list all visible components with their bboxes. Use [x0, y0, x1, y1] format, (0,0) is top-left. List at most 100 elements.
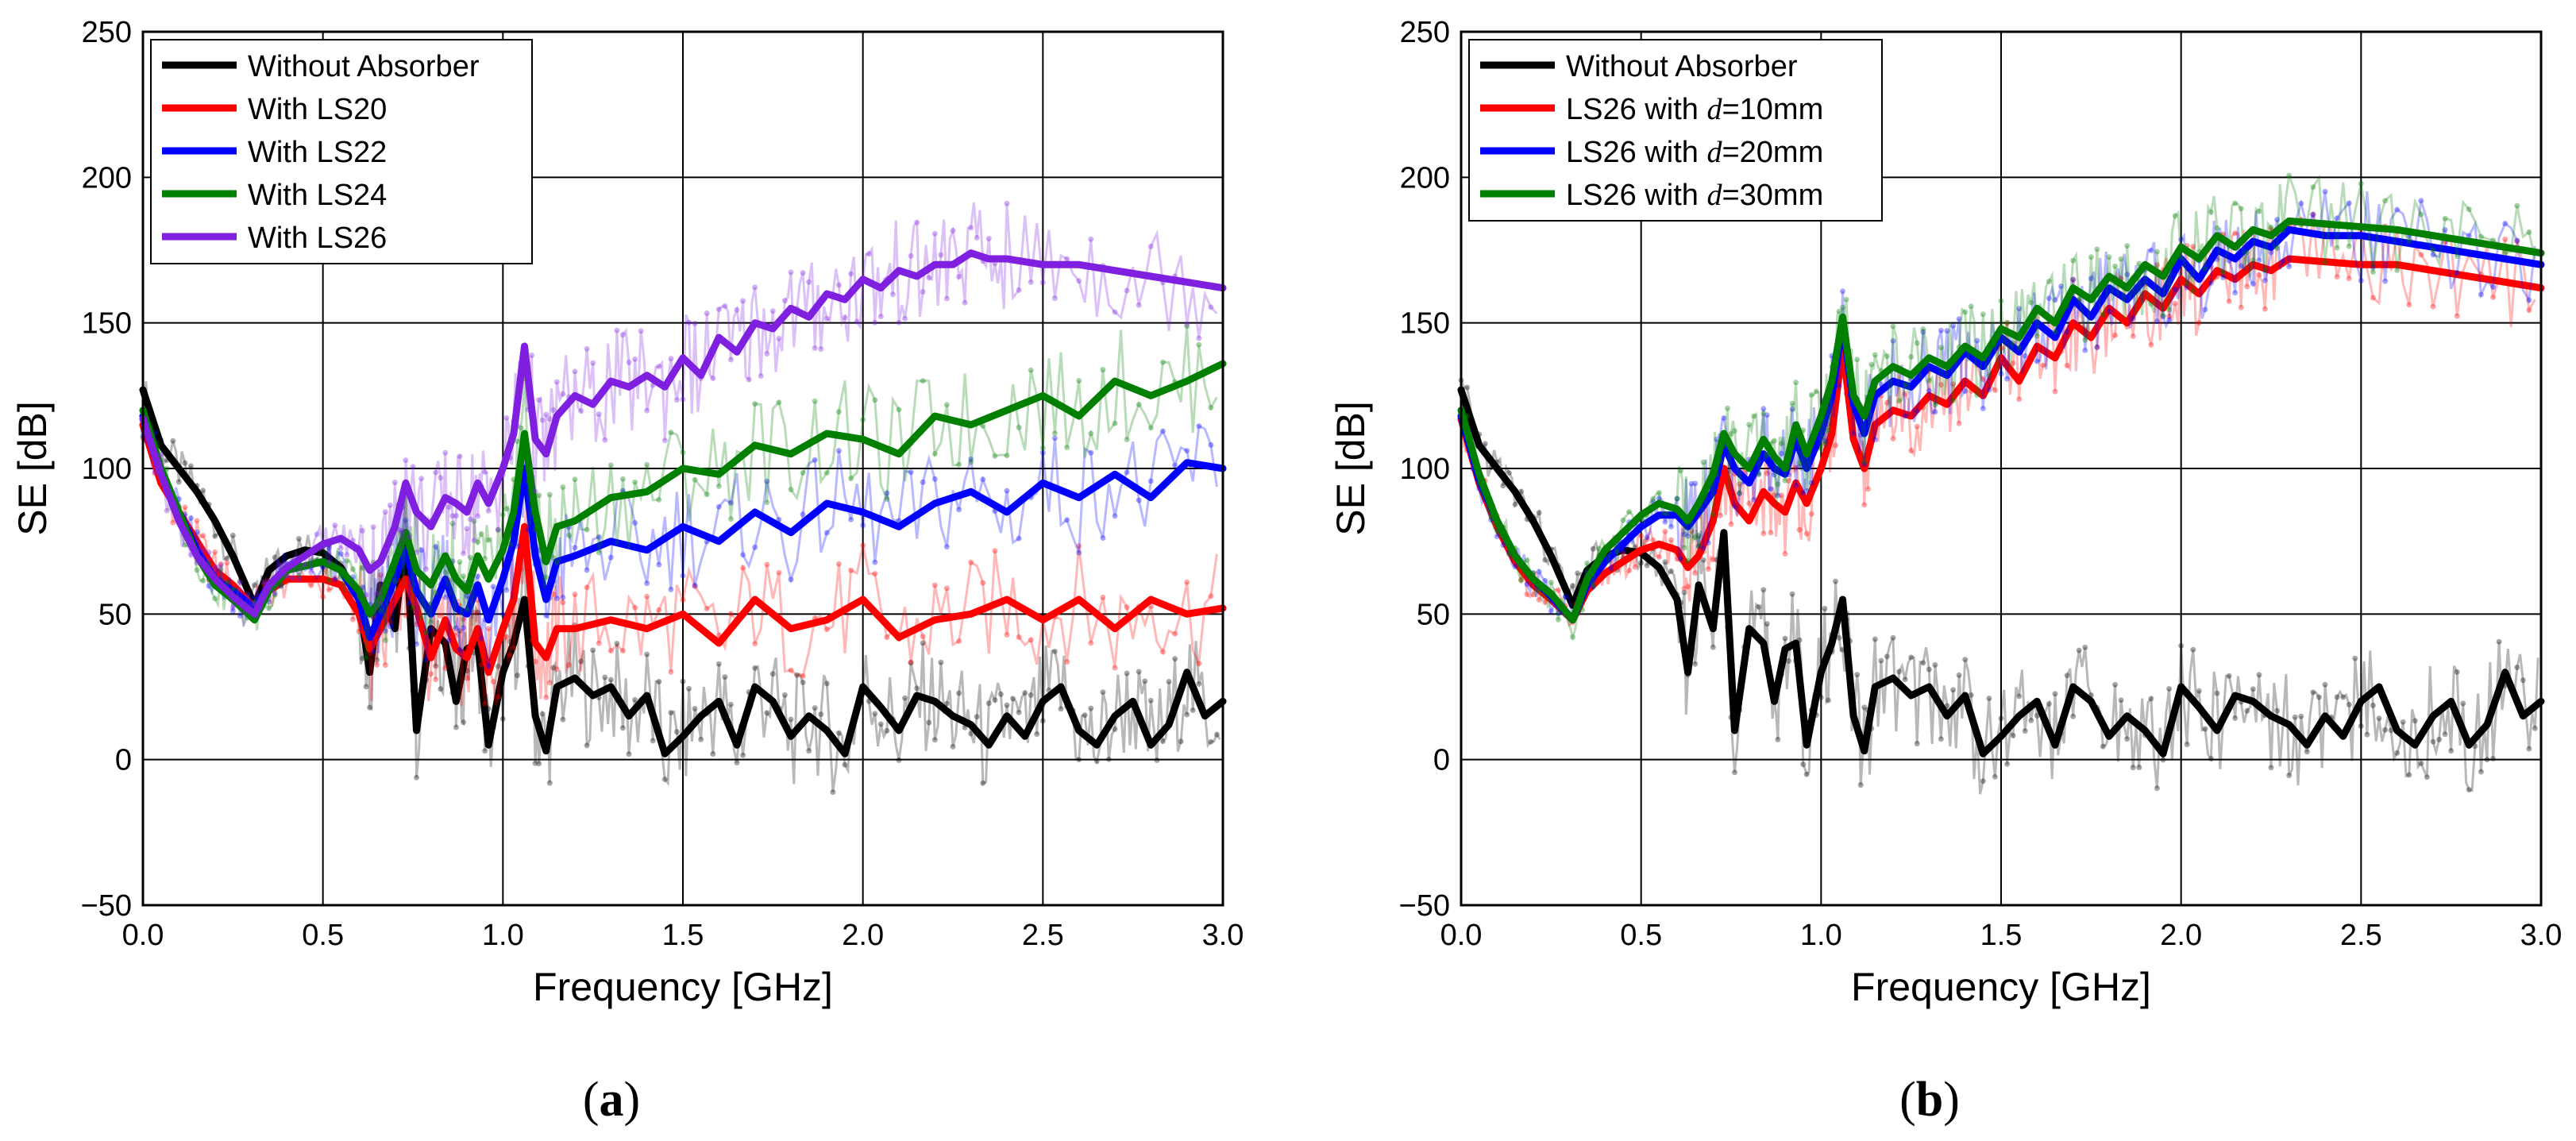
series-noise-point [1524, 557, 1530, 563]
panel-label-letter: a [600, 1073, 624, 1127]
x-tick-label: 1.0 [1800, 919, 1842, 952]
series-noise-point [2298, 713, 2304, 719]
series-noise-point [464, 526, 470, 532]
series-noise-point [1908, 654, 1915, 661]
series-noise-point [2058, 283, 2065, 289]
series-noise-point [453, 724, 459, 730]
series-noise-point [1878, 657, 1884, 664]
series-noise-point [614, 641, 620, 646]
series-noise-point [2424, 774, 2430, 781]
series-noise-point [632, 356, 638, 362]
series-noise-point [1840, 288, 1845, 295]
series-noise-point [2526, 746, 2532, 752]
series-noise-point [920, 479, 926, 485]
series-noise-point [507, 542, 513, 548]
series-noise-point [295, 572, 302, 579]
series-noise-point [194, 518, 200, 524]
series-noise-point [2244, 707, 2250, 714]
series-noise-point [692, 583, 698, 589]
series-noise-point [503, 587, 510, 593]
series-noise-point [503, 506, 510, 512]
series-noise-point [1737, 490, 1743, 496]
series-noise-point [442, 594, 449, 600]
series-noise-point [2310, 211, 2316, 218]
series-noise-point [2046, 701, 2052, 707]
series-noise-point [2334, 694, 2340, 700]
series-noise-point [1926, 377, 1932, 384]
series-noise-point [367, 704, 373, 711]
series-noise-point [2118, 256, 2124, 262]
series-noise-point [1548, 608, 1554, 614]
series-noise-point [2358, 180, 2364, 187]
series-noise-point [2154, 785, 2160, 792]
series-line [1457, 217, 2545, 624]
series-noise-point [938, 659, 944, 665]
series-noise-point [1700, 459, 1706, 465]
series-noise-point [572, 368, 578, 375]
series-noise-point [2268, 765, 2274, 771]
series-noise-point [1786, 477, 1791, 484]
series-noise-point [553, 559, 560, 565]
series-noise-point [468, 516, 473, 522]
series-noise-point [931, 451, 938, 457]
series-noise-point [2514, 238, 2520, 245]
series-noise-point [2208, 279, 2214, 286]
series-noise-point [1796, 464, 1803, 470]
series-noise-point [1124, 670, 1130, 677]
series-noise-point [187, 515, 194, 522]
series-noise-point [278, 583, 284, 589]
series-noise-point [1076, 278, 1082, 284]
series-noise-point [812, 457, 818, 463]
series-noise-point [2034, 712, 2040, 719]
series-noise-point [1088, 705, 1094, 711]
series-noise-point [884, 496, 890, 503]
series-noise-point [2502, 221, 2509, 226]
series-noise-point [182, 504, 188, 511]
series-noise-point [2130, 315, 2136, 322]
series-noise-point [1920, 329, 1926, 335]
series-noise-point [224, 579, 230, 585]
series-noise-point [457, 559, 463, 565]
series-noise-point [2208, 756, 2214, 761]
series-noise-point [1775, 736, 1781, 742]
series-noise-point [2364, 731, 2370, 738]
series-noise-point [950, 743, 956, 750]
series-noise-point [433, 544, 439, 550]
series-noise-point [2442, 226, 2448, 233]
series-noise-point [956, 690, 962, 696]
series-noise-point [1136, 669, 1142, 675]
series-noise-point [2490, 756, 2497, 761]
series-noise-point [884, 634, 890, 640]
series-noise-point [1196, 661, 1202, 667]
x-tick-label: 0.5 [1620, 919, 1662, 952]
series-noise-point [943, 544, 950, 550]
series-noise-point [2430, 252, 2436, 258]
series-line [1457, 255, 2545, 624]
series-noise-point [326, 577, 332, 584]
series-noise-point [2094, 246, 2100, 252]
series-noise-point [788, 269, 794, 276]
series-noise-point [1512, 501, 1518, 507]
series-noise-point [727, 499, 734, 506]
series-noise-point [752, 284, 758, 291]
series-noise-point [2388, 727, 2394, 734]
series-noise-point [788, 716, 794, 723]
series-noise-point [584, 742, 590, 749]
series-noise-point [1196, 335, 1202, 341]
series-noise-point [377, 608, 384, 615]
series-noise-point [704, 310, 710, 316]
series-noise-point [644, 593, 650, 599]
series-noise-point [2052, 297, 2058, 303]
series-noise-point [800, 673, 806, 679]
series-noise-point [2334, 274, 2340, 280]
x-tick-label: 0.0 [1440, 919, 1483, 952]
series-noise-point [584, 526, 590, 533]
series-noise-point [835, 561, 842, 567]
legend-label-variable: d [1706, 93, 1722, 126]
series-noise-point [1808, 511, 1814, 517]
series-noise-point [418, 547, 425, 553]
series-noise-point [478, 531, 484, 537]
y-tick-label: 0 [115, 744, 132, 777]
series-noise-point [1039, 449, 1046, 456]
series-noise-point [908, 660, 914, 666]
